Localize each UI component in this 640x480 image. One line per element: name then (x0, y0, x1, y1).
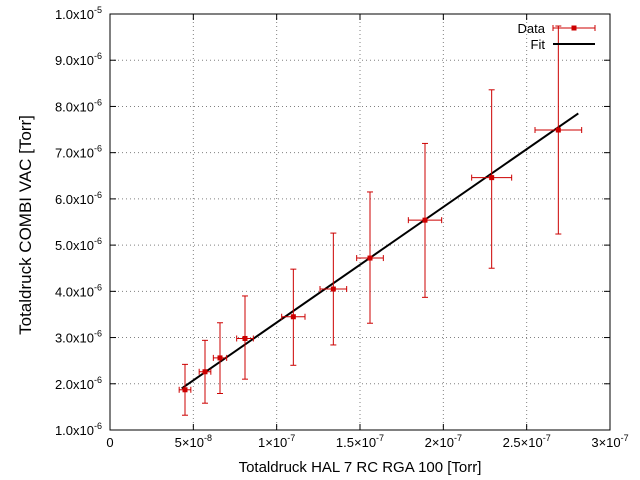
axis-ticks (109, 13, 611, 431)
data-point (356, 191, 384, 324)
data-point (198, 339, 212, 404)
x-tick-label: 3×10-7 (591, 433, 628, 450)
data-marker (217, 355, 223, 361)
data-point (281, 268, 306, 366)
data-marker (555, 127, 561, 133)
y-tick-label: 1.0x10-5 (55, 5, 102, 22)
data-marker (489, 175, 495, 181)
tick-labels: 0 5×10-8 1×10-7 1.5×10-7 2×10-7 2.5×10-7 3×10-… (55, 5, 629, 450)
x-tick-label: 0 (106, 435, 113, 450)
data-point (407, 142, 443, 298)
data-marker (242, 335, 248, 341)
data-point (534, 25, 583, 235)
data-point (178, 363, 192, 416)
data-marker (290, 314, 296, 320)
y-tick-label: 7.0x10-6 (55, 144, 102, 161)
fit-line-layer (181, 112, 579, 390)
y-axis-label: Totaldruck COMBI VAC [Torr] (16, 115, 35, 335)
data-marker (422, 217, 428, 223)
x-tick-label: 2×10-7 (425, 433, 462, 450)
legend-label: Fit (531, 37, 546, 52)
x-axis-label: Totaldruck HAL 7 RC RGA 100 [Torr] (239, 459, 482, 476)
data-marker (367, 255, 373, 261)
data-point (212, 322, 228, 394)
data-marker (202, 369, 208, 375)
data-marker (182, 387, 188, 393)
y-tick-label: 1.0x10-6 (55, 421, 102, 438)
data-points-layer (178, 25, 583, 416)
y-tick-label: 3.0x10-6 (55, 329, 102, 346)
legend-label: Data (518, 21, 546, 36)
data-point (236, 295, 254, 380)
grid-lines (110, 14, 610, 430)
data-point (319, 232, 348, 346)
data-point (471, 89, 513, 269)
x-tick-label: 5×10-8 (175, 433, 212, 450)
y-tick-label: 9.0x10-6 (55, 51, 102, 68)
y-tick-label: 6.0x10-6 (55, 190, 102, 207)
x-tick-label: 1.5×10-7 (336, 433, 384, 450)
y-tick-label: 5.0x10-6 (55, 236, 102, 253)
x-tick-label: 2.5×10-7 (503, 433, 551, 450)
y-tick-label: 8.0x10-6 (55, 97, 102, 114)
y-tick-label: 2.0x10-6 (55, 375, 102, 392)
x-tick-label: 1×10-7 (258, 433, 295, 450)
data-marker (330, 286, 336, 292)
legend-data-marker (571, 25, 577, 31)
y-tick-label: 4.0x10-6 (55, 282, 102, 299)
fit-line (181, 112, 579, 390)
